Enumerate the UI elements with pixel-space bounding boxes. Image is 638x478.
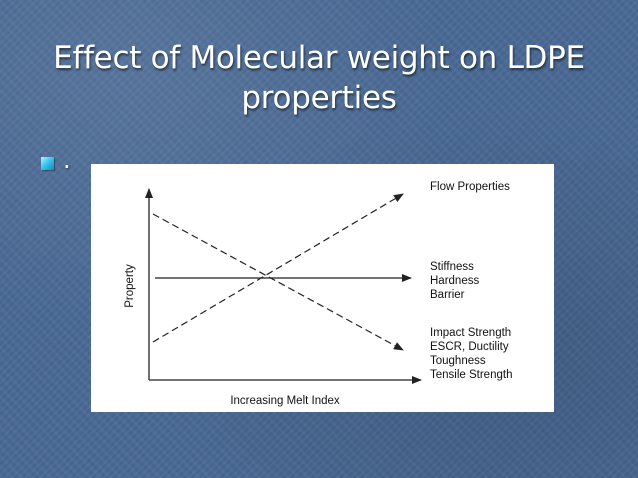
square-bullet-icon (41, 157, 54, 170)
slide-title-line-1: Effect of Molecular weight on LDPE (53, 40, 585, 76)
tensile-strength-label: Tensile Strength (430, 369, 512, 381)
flow-properties-line (152, 193, 404, 343)
escr-ductility-label: ESCR, Ductility (430, 341, 509, 353)
barrier-label: Barrier (430, 289, 465, 301)
toughness-label: Toughness (430, 355, 486, 367)
diagram-canvas: Property Increasing Melt Index Flow Prop… (124, 181, 512, 407)
bullet-text: . (63, 146, 71, 174)
property-vs-melt-index-diagram: Property Increasing Melt Index Flow Prop… (91, 164, 554, 412)
y-axis-label: Property (124, 264, 136, 308)
slide-title: Effect of Molecular weight on LDPE prope… (40, 38, 598, 118)
slide-title-line-2: properties (241, 80, 397, 116)
x-axis-label: Increasing Melt Index (230, 395, 340, 407)
flow-properties-label: Flow Properties (430, 181, 510, 193)
impact-strength-label: Impact Strength (430, 327, 511, 339)
hardness-label: Hardness (430, 275, 479, 287)
stiffness-label: Stiffness (430, 261, 474, 273)
impact-strength-line (152, 213, 404, 351)
